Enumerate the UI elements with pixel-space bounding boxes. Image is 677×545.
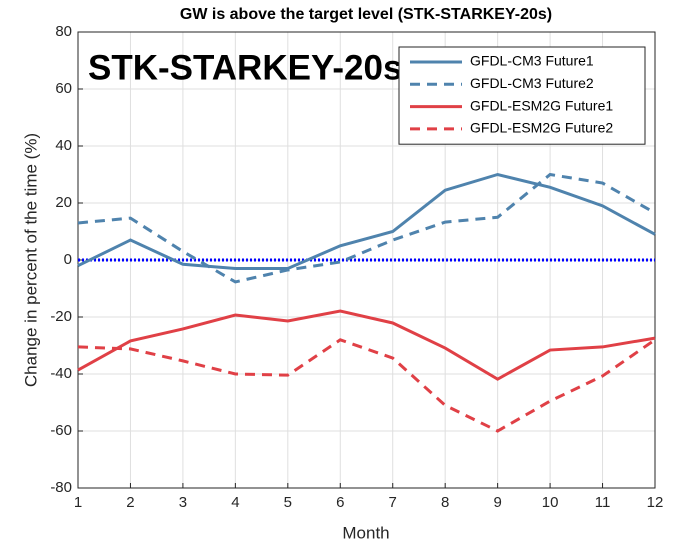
x-tick-label: 1: [74, 494, 82, 511]
x-tick-label: 7: [389, 494, 397, 511]
y-tick-label: -60: [50, 422, 72, 439]
chart-title: GW is above the target level (STK-STARKE…: [180, 6, 552, 23]
x-tick-label: 10: [542, 494, 559, 511]
y-tick-label: -80: [50, 479, 72, 496]
y-tick-label: -40: [50, 365, 72, 382]
x-tick-label: 11: [595, 494, 611, 511]
x-tick-label: 9: [493, 494, 501, 511]
y-tick-label: 60: [55, 80, 72, 97]
series-line: [77, 172, 656, 284]
x-tick-label: 4: [231, 494, 239, 511]
legend-label: GFDL-CM3 Future1: [470, 53, 594, 69]
y-tick-label: 80: [55, 23, 72, 40]
y-tick-label: -20: [50, 308, 72, 325]
series-line: [77, 172, 656, 271]
x-tick-label: 2: [126, 494, 134, 511]
legend-label: GFDL-ESM2G Future1: [470, 97, 613, 113]
x-tick-label: 6: [336, 494, 344, 511]
x-tick-label: 12: [647, 494, 664, 511]
legend-label: GFDL-ESM2G Future2: [470, 120, 613, 136]
y-tick-label: 40: [55, 137, 72, 154]
x-axis-label: Month: [342, 523, 389, 542]
x-tick-label: 5: [284, 494, 292, 511]
y-axis-label: Change in percent of the time (%): [21, 133, 40, 387]
legend-label: GFDL-CM3 Future2: [470, 75, 594, 91]
x-tick-label: 3: [179, 494, 187, 511]
series-line: [77, 309, 656, 381]
annotation: STK-STARKEY-20s: [88, 48, 402, 87]
x-tick-label: 8: [441, 494, 449, 511]
y-tick-label: 20: [55, 194, 72, 211]
y-tick-label: 0: [64, 251, 72, 268]
series-line: [77, 338, 656, 433]
